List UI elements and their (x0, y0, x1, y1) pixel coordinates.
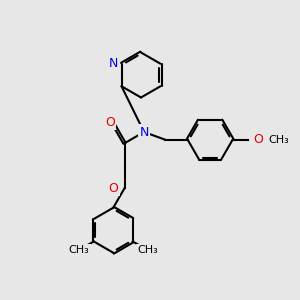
Text: CH₃: CH₃ (137, 245, 158, 255)
Text: N: N (109, 57, 119, 70)
Text: O: O (105, 116, 115, 129)
Text: O: O (253, 133, 263, 146)
Text: CH₃: CH₃ (69, 245, 89, 255)
Text: N: N (139, 125, 149, 139)
Text: CH₃: CH₃ (268, 135, 289, 145)
Text: O: O (109, 182, 118, 195)
